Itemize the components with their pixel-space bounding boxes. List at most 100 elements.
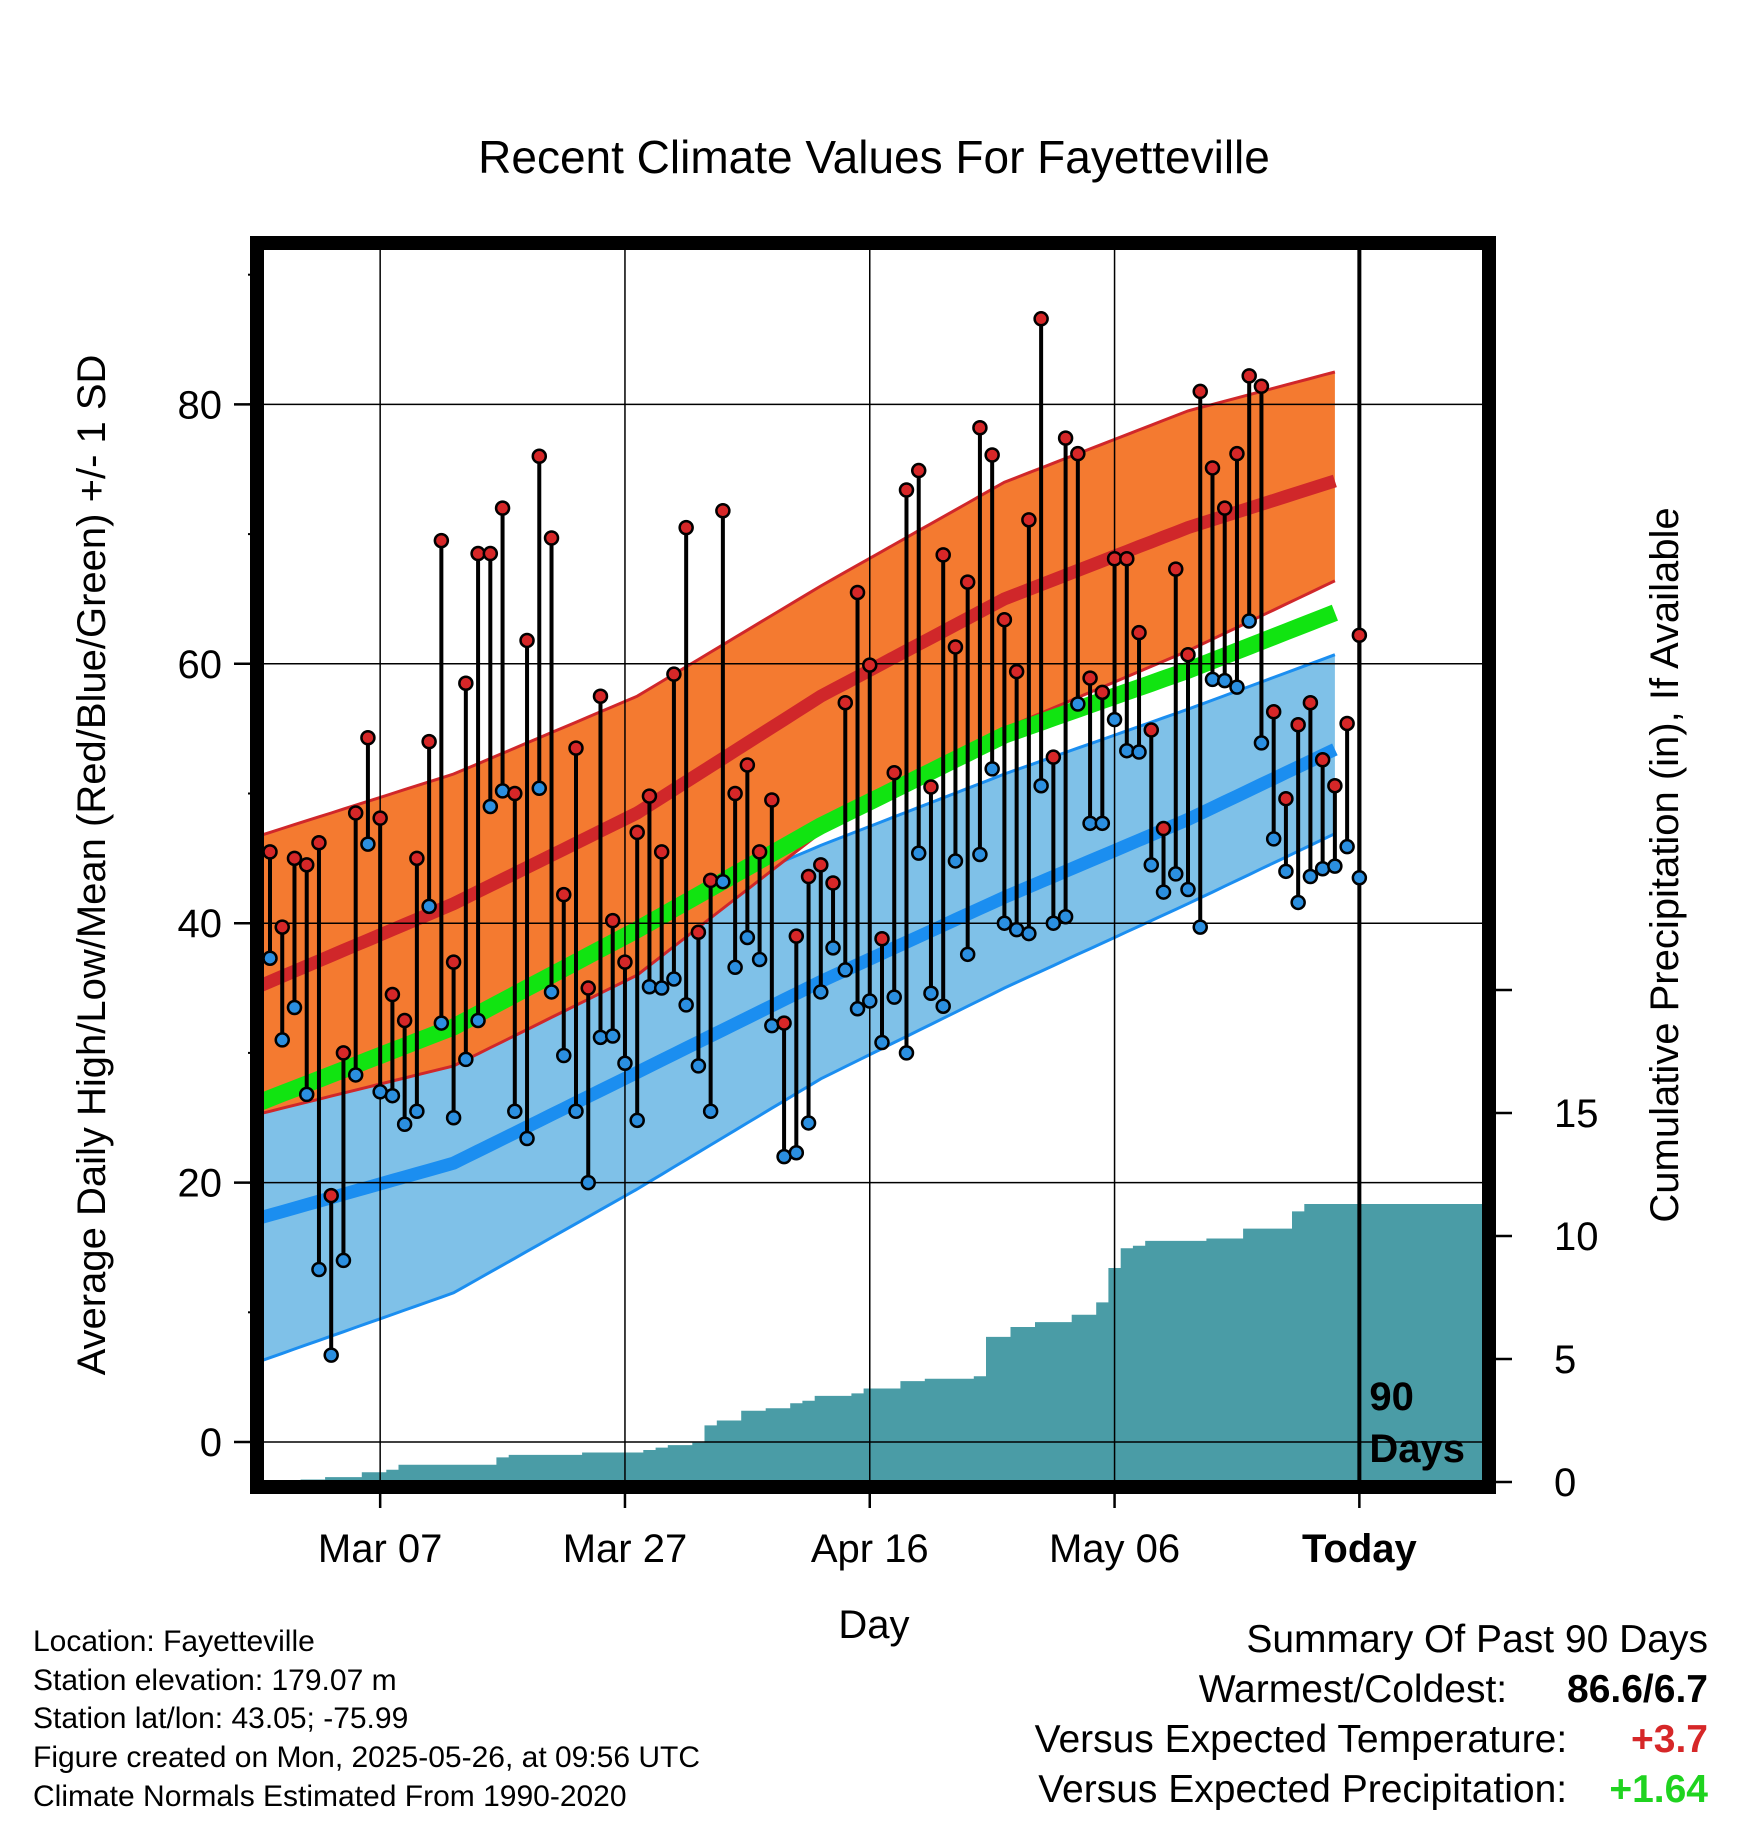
high-temp-point <box>1070 445 1086 462</box>
low-temp-point <box>1033 777 1049 794</box>
high-temp-point <box>274 919 290 935</box>
high-temp-point <box>1180 646 1196 663</box>
summary-heading: Summary Of Past 90 Days <box>1246 1618 1708 1661</box>
low-temp-point <box>715 873 731 890</box>
high-temp-point <box>898 482 915 498</box>
high-temp-point <box>347 805 364 821</box>
low-temp-point <box>433 1015 450 1031</box>
low-temp-point <box>396 1116 413 1132</box>
summary-temp-label: Versus Expected Temperature: <box>1034 1718 1568 1761</box>
high-temp-point <box>298 857 315 873</box>
high-temp-point <box>1253 378 1270 394</box>
low-temp-point <box>1302 868 1319 885</box>
summary-precip-value: +1.64 <box>1609 1768 1708 1811</box>
high-temp-point <box>445 954 462 970</box>
low-temp-point <box>653 980 670 996</box>
high-temp-point <box>372 810 388 826</box>
y-axis-label: Average Daily High/Low/Mean (Red/Blue/Gr… <box>70 355 114 1376</box>
high-temp-point <box>1302 694 1319 711</box>
low-temp-point <box>543 984 560 1000</box>
low-temp-point <box>800 1115 817 1131</box>
high-temp-point <box>813 857 829 873</box>
high-temp-point <box>262 844 278 860</box>
high-temp-point <box>1057 430 1074 446</box>
daily-mean-normal-line <box>262 604 1338 1111</box>
high-temp-point <box>409 850 425 867</box>
high-temp-point <box>653 844 670 860</box>
low-temp-point <box>1265 831 1282 847</box>
y2-tick-label: 0 <box>1554 1461 1576 1505</box>
high-temp-point <box>1119 550 1135 567</box>
low-temp-point <box>739 929 756 946</box>
high-temp-point <box>947 639 964 655</box>
low-temp-point <box>592 1029 609 1046</box>
today-window-label: 90 <box>1369 1375 1414 1419</box>
high-temp-point <box>519 632 535 649</box>
low-temp-point <box>837 962 854 978</box>
low-temp-point <box>335 1252 352 1269</box>
high-temp-point <box>727 785 743 802</box>
high-temp-point <box>421 733 437 750</box>
low-temp-point <box>274 1032 290 1048</box>
low-temp-point <box>298 1086 315 1103</box>
low-temp-point <box>690 1058 707 1074</box>
high-temp-point <box>286 850 303 867</box>
high-temp-point <box>384 986 401 1003</box>
footer-latlon: Station lat/lon: 43.05; -75.99 <box>33 1702 409 1735</box>
low-temp-point <box>1253 735 1270 751</box>
x-tick-label: Mar 27 <box>563 1527 688 1571</box>
low-temp-point <box>1168 866 1184 882</box>
low-temp-point <box>262 950 278 966</box>
summary-temp-row: Versus Expected Temperature: +3.7 <box>1035 1718 1708 1762</box>
low-temp-point <box>384 1087 401 1104</box>
low-temp-point <box>862 993 878 1009</box>
high-temp-point <box>592 688 609 704</box>
low-temp-point <box>972 846 988 863</box>
high-temp-point <box>1168 561 1184 577</box>
low-temp-point <box>849 1001 866 1017</box>
low-temp-point <box>984 761 1000 777</box>
low-temp-point <box>482 798 499 815</box>
low-mean-normal-line <box>262 743 1338 1225</box>
low-temp-point <box>1278 863 1294 880</box>
summary-temp-value: +3.7 <box>1631 1718 1708 1761</box>
low-temp-point <box>580 1174 596 1191</box>
high-temp-point <box>751 844 768 860</box>
high-temp-point <box>531 448 548 465</box>
low-temp-point <box>959 946 976 963</box>
low-temp-point <box>556 1047 572 1064</box>
y-tick-label: 20 <box>178 1162 223 1206</box>
high-temp-point <box>604 912 621 929</box>
low-temp-point <box>507 1103 523 1120</box>
high-temp-point <box>972 419 988 436</box>
low-temp-point <box>996 915 1013 931</box>
low-temp-point <box>458 1051 474 1068</box>
high-temp-point <box>1033 311 1049 327</box>
low-temp-point <box>947 853 964 869</box>
high-temp-point <box>1314 752 1331 768</box>
high-temp-point <box>1265 704 1282 720</box>
low-temp-point <box>286 999 303 1016</box>
high-temp-point <box>1339 715 1355 732</box>
high-temp-point <box>1229 445 1245 462</box>
high-temp-point <box>1290 717 1306 733</box>
y2-tick-label: 5 <box>1554 1338 1576 1382</box>
summary-warmest-row: Warmest/Coldest: 86.6/6.7 <box>1199 1668 1708 1712</box>
low-temp-point <box>1241 613 1257 629</box>
low-temp-point <box>1229 679 1245 695</box>
low-temp-point <box>360 836 376 852</box>
low-temp-point <box>347 1067 364 1083</box>
low-temp-point <box>886 989 902 1005</box>
high-temp-point <box>1155 820 1172 837</box>
low-temp-point <box>1057 908 1074 925</box>
high-temp-point <box>543 530 560 546</box>
high-temp-point <box>702 872 719 889</box>
low-temp-point <box>764 1017 780 1034</box>
high-temp-point <box>433 532 450 549</box>
low-temp-point <box>629 1112 645 1129</box>
low-temp-point <box>519 1130 535 1147</box>
high-temp-point <box>335 1045 352 1061</box>
low-temp-point <box>751 951 768 968</box>
high-temp-point <box>458 675 474 692</box>
high-temp-point <box>323 1187 339 1204</box>
